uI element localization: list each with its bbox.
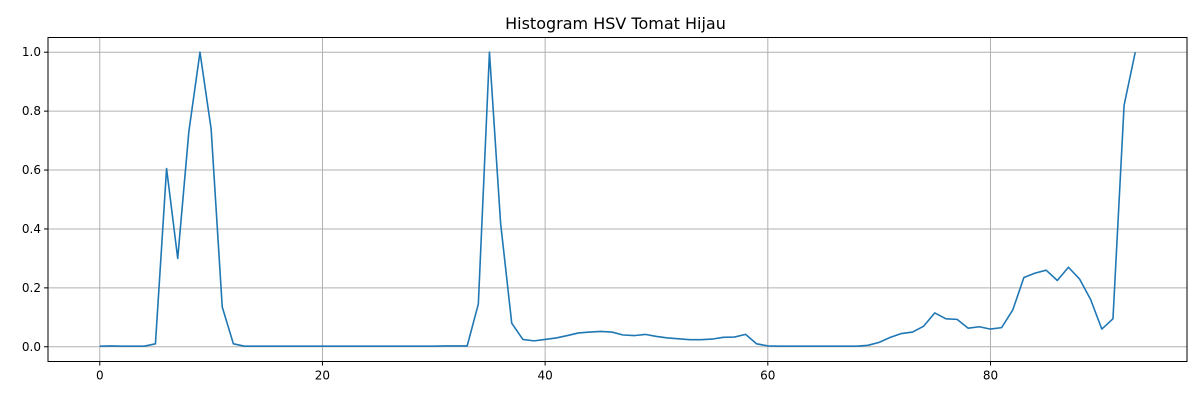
x-tick-label: 80 xyxy=(983,369,998,383)
y-tick-label: 1.0 xyxy=(22,45,41,59)
grid-lines xyxy=(48,37,1187,362)
series-group xyxy=(99,51,1137,347)
y-tick-label: 0.4 xyxy=(22,222,41,236)
axis-ticks: 0 20 40 60 80 0.0 0.2 0.4 0.6 0.8 1.0 xyxy=(22,45,998,382)
series-line xyxy=(99,51,1137,347)
y-tick-label: 0.8 xyxy=(22,104,41,118)
y-tick-label: 0.6 xyxy=(22,163,41,177)
y-tick-label: 0.0 xyxy=(22,340,41,354)
x-tick-label: 20 xyxy=(315,369,330,383)
plot-frame xyxy=(47,37,1188,362)
x-tick-label: 40 xyxy=(537,369,552,383)
y-tick-label: 0.2 xyxy=(22,281,41,295)
x-tick-label: 60 xyxy=(760,369,775,383)
x-tick-label: 0 xyxy=(96,369,104,383)
chart-title: Histogram HSV Tomat Hijau xyxy=(505,14,726,33)
